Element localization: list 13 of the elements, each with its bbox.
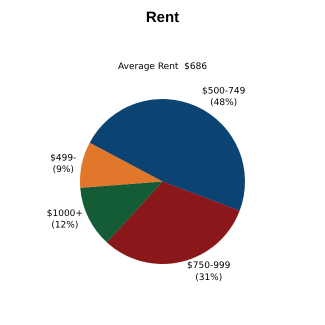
data-label: (31%) <box>195 272 222 283</box>
pie-slice <box>80 142 162 188</box>
chart-title: Rent <box>146 8 180 26</box>
chart-subtitle: Average Rent $686 <box>118 62 208 72</box>
data-label: (12%) <box>51 220 78 231</box>
slice-label: $499- <box>50 153 76 164</box>
pie-slice <box>80 182 162 242</box>
pie-slice <box>90 99 245 211</box>
slice-label: $1000+ <box>46 208 83 219</box>
data-label: (9%) <box>52 165 74 176</box>
slice-label: $750-999 <box>187 261 231 272</box>
data-label: (48%) <box>210 98 238 108</box>
slice-label: $500-749 <box>202 86 246 97</box>
